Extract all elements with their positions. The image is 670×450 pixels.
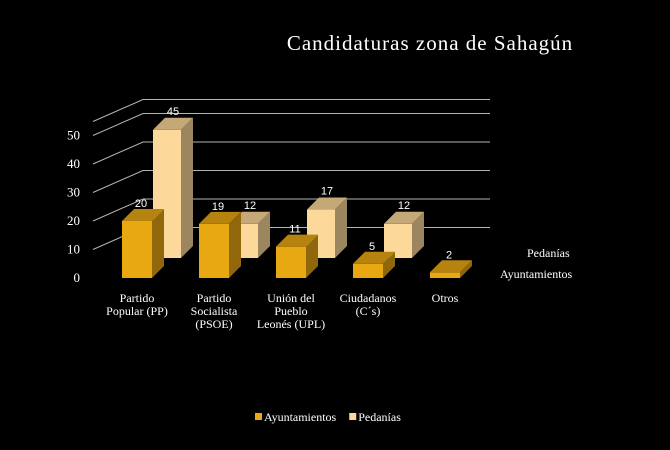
bar-pedanias-top — [307, 197, 347, 210]
bar-ayuntamientos-side — [383, 251, 395, 278]
gridline — [92, 198, 490, 222]
category-label: Ciudadanos (C´s) — [340, 291, 397, 318]
data-label-ayuntamientos: 5 — [369, 241, 375, 253]
bar-ayuntamientos — [353, 251, 395, 278]
data-labels: 45 20 12 19 17 11 12 5 2 — [135, 106, 452, 262]
legend-label: Ayuntamientos — [264, 410, 337, 424]
bar-ayuntamientos-top — [276, 234, 318, 247]
gridline — [92, 170, 490, 193]
bar-pedanias — [307, 197, 347, 258]
bar-pedanias — [384, 211, 424, 258]
y-tick-label: 0 — [74, 270, 81, 285]
y-tick-label: 20 — [67, 213, 80, 228]
chart-title: Candidaturas zona de Sahagún — [287, 31, 573, 55]
category-label: Otros — [432, 291, 459, 305]
bar-ayuntamientos-top — [430, 260, 472, 273]
depth-label-ayuntamientos: Ayuntamientos — [500, 267, 573, 281]
legend-label: Pedanías — [358, 410, 401, 424]
bar-pedanias — [153, 117, 193, 258]
x-axis-categories: Partido Popular (PP) Partido Socialista (PSO… — [106, 291, 458, 331]
depth-axis-labels: Pedanías Ayuntamientos — [500, 246, 573, 281]
bar-ayuntamientos — [199, 211, 241, 278]
bar-pedanias-side — [258, 211, 270, 258]
bar-ayuntamientos-top — [353, 251, 395, 264]
y-tick-label: 10 — [67, 242, 80, 257]
gridline — [92, 113, 490, 136]
legend-swatch — [349, 413, 357, 420]
data-label-ayuntamientos: 20 — [135, 198, 147, 210]
bar-ayuntamientos-side — [152, 209, 164, 278]
category-label: Unión del Pueblo Leonés (UPL) — [257, 291, 325, 331]
bar-ayuntamientos-side — [229, 211, 241, 278]
legend-swatch — [255, 413, 262, 420]
bar-ayuntamientos-face — [122, 221, 152, 278]
bar-ayuntamientos-face — [276, 246, 306, 278]
data-label-ayuntamientos: 2 — [446, 249, 452, 261]
data-label-pedanias: 17 — [321, 186, 333, 198]
y-tick-label: 40 — [67, 156, 80, 171]
data-label-ayuntamientos: 19 — [212, 201, 224, 213]
category-label: Partido Popular (PP) — [106, 291, 168, 318]
data-label-pedanias: 45 — [167, 106, 179, 118]
category-label: Partido Socialista (PSOE) — [191, 291, 238, 331]
bar-ayuntamientos-face — [353, 263, 383, 278]
bar-ayuntamientos-face — [199, 223, 229, 278]
gridline — [92, 141, 490, 165]
bar-ayuntamientos-side — [460, 260, 472, 278]
bar-ayuntamientos — [122, 209, 164, 278]
bar-ayuntamientos — [430, 260, 472, 278]
y-tick-label: 30 — [67, 185, 80, 200]
bar-pedanias-side — [412, 211, 424, 258]
data-label-ayuntamientos: 11 — [289, 224, 300, 236]
bar-ayuntamientos — [276, 234, 318, 278]
bar-ayuntamientos-top — [199, 211, 241, 224]
bar-pedanias-side — [181, 117, 193, 258]
data-label-pedanias: 12 — [244, 200, 256, 212]
series-front — [122, 209, 472, 278]
bar-pedanias-top — [384, 211, 424, 224]
bar-ayuntamientos-top — [122, 209, 164, 221]
bar-ayuntamientos-face — [430, 272, 460, 278]
bar-pedanias-top — [153, 117, 193, 130]
gridlines — [92, 99, 490, 250]
legend: Ayuntamientos Pedanías — [255, 410, 401, 424]
y-tick-label: 50 — [67, 128, 80, 143]
bar-pedanias-side — [335, 197, 347, 258]
y-axis-ticks: 0 10 20 30 40 50 — [67, 128, 80, 286]
depth-label-pedanias: Pedanías — [527, 246, 570, 260]
data-label-pedanias: 12 — [398, 200, 410, 212]
bar-ayuntamientos-side — [306, 234, 318, 278]
gridline-top — [92, 99, 490, 122]
